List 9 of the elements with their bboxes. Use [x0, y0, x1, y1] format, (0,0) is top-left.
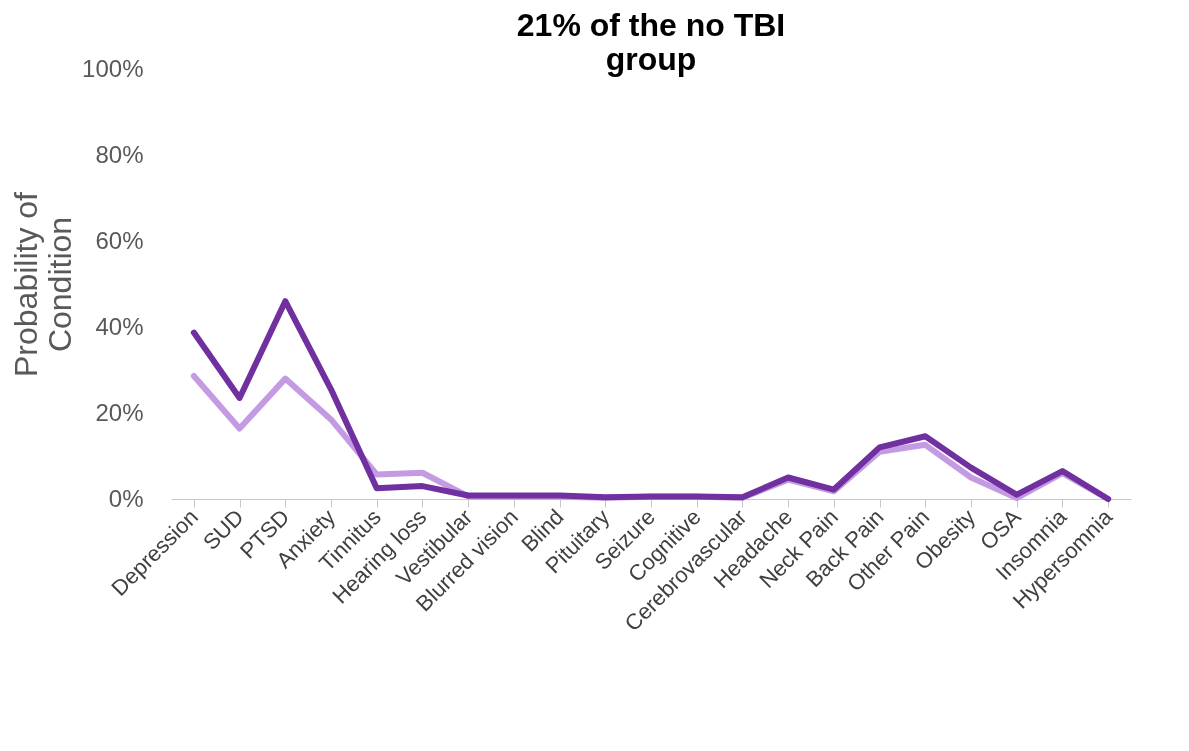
text: group [605, 41, 697, 77]
y-tick-label: 40% [95, 312, 144, 340]
y-axis-title: Probability of Condition [8, 191, 79, 377]
y-tick-label: 80% [95, 140, 144, 168]
y-tick-label: 100% [82, 54, 144, 82]
y-tick-label: 0% [108, 484, 144, 512]
y-tick-label: 20% [95, 398, 144, 426]
y-tick-label: 60% [95, 226, 144, 254]
text: 21% of the no TBI [516, 7, 786, 43]
